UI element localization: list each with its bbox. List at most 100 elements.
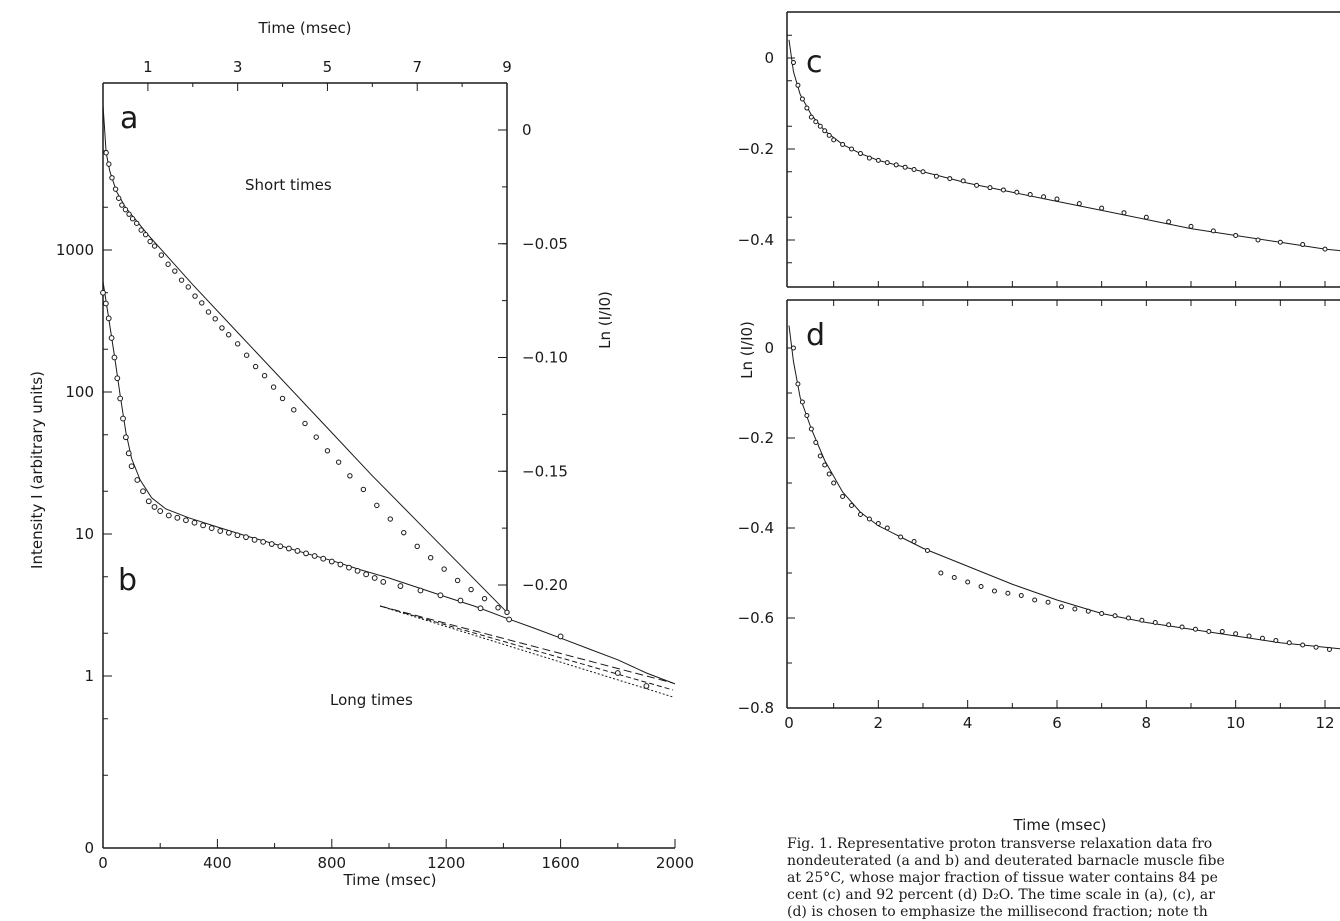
series-d-point xyxy=(808,426,814,432)
series-d-point xyxy=(1085,608,1091,614)
ab-left-tick-label: 1000 xyxy=(56,241,94,259)
series-a-point xyxy=(335,459,342,465)
series-d-point xyxy=(1058,604,1064,610)
series-a-point xyxy=(142,231,149,238)
c-y-tick-label: −0.4 xyxy=(738,231,774,249)
series-d-point xyxy=(1166,622,1172,628)
d-x-tick-label: 4 xyxy=(963,714,973,732)
series-a-point xyxy=(387,516,393,522)
series-b-point xyxy=(108,335,115,341)
series-b-point xyxy=(417,587,424,594)
ab-bottom-xlabel: Time (msec) xyxy=(342,871,436,887)
series-c-point xyxy=(974,182,980,188)
series-a-point xyxy=(261,373,268,379)
series-c-point xyxy=(817,123,823,129)
series-c-point xyxy=(1277,239,1283,245)
series-d-point xyxy=(924,548,930,553)
ab-left-tick-label: 0 xyxy=(84,839,94,857)
d-y-tick-label: −0.2 xyxy=(738,429,774,447)
series-b-point xyxy=(614,670,621,676)
series-b-point xyxy=(251,536,258,543)
ab-left-tick-label: 1 xyxy=(84,667,94,685)
panel-label-c: c xyxy=(806,45,823,80)
series-a-point xyxy=(112,186,119,192)
series-d-point xyxy=(1326,647,1332,652)
series-a-point xyxy=(313,434,319,440)
d-x-tick-label: 2 xyxy=(874,714,884,732)
series-d-point xyxy=(857,512,863,517)
series-c-point xyxy=(857,151,863,157)
series-b-point xyxy=(174,514,181,521)
series-d-point xyxy=(1005,590,1011,596)
series-c-point xyxy=(1000,187,1006,193)
ab-bottom-tick-label: 400 xyxy=(203,854,232,872)
series-b-point xyxy=(105,315,112,322)
series-a-point xyxy=(427,555,434,561)
series-d-point xyxy=(799,399,805,405)
series-b-point xyxy=(114,375,121,382)
series-d-point xyxy=(1045,599,1051,605)
series-a-point xyxy=(129,216,136,222)
series-c-point xyxy=(804,105,810,111)
series-c-point xyxy=(1054,196,1060,202)
series-a-point xyxy=(138,227,144,233)
series-a-point xyxy=(106,161,112,167)
series-a-point xyxy=(205,309,212,315)
series-c-point xyxy=(1300,242,1306,248)
series-d-point xyxy=(822,462,828,468)
series-b-point xyxy=(363,571,370,578)
series-a-point xyxy=(495,605,501,611)
series-b-point xyxy=(234,532,241,539)
ab-right-tick-label: −0.20 xyxy=(522,576,568,594)
d-x-tick-label: 0 xyxy=(784,714,794,732)
ab-bottom-tick-label: 0 xyxy=(98,854,108,872)
series-d-point xyxy=(1206,629,1212,634)
series-b-point xyxy=(643,683,650,689)
series-d-point xyxy=(1018,593,1024,598)
series-d-point xyxy=(1246,633,1252,639)
series-b-point xyxy=(151,504,158,510)
series-c-point xyxy=(813,119,819,125)
series-b-point xyxy=(134,477,141,483)
panel-label-b: b xyxy=(118,563,137,598)
series-b-point xyxy=(120,415,126,422)
series-d-point xyxy=(831,480,837,486)
panel-c: c 0 −0.2 −0.4 xyxy=(738,11,1340,288)
series-b-point xyxy=(371,575,378,581)
series-b-point xyxy=(320,555,327,562)
series-b-point xyxy=(286,545,292,552)
series-c-point xyxy=(831,137,837,143)
ab-bottom-tick-label: 1200 xyxy=(427,854,465,872)
series-d-point xyxy=(1259,635,1265,641)
series-a-point xyxy=(109,175,115,181)
series-c-point xyxy=(1099,205,1105,211)
series-b-point xyxy=(268,541,275,547)
series-a-point xyxy=(147,238,153,245)
series-b-point xyxy=(294,548,301,554)
ab-right-ylabel: Ln (I/I0) xyxy=(596,291,614,349)
d-x-tick-label: 8 xyxy=(1142,714,1152,732)
series-d-point xyxy=(840,494,846,499)
ab-right-tick-label: 0 xyxy=(522,121,532,139)
ab-right-tick-label: −0.15 xyxy=(522,462,568,480)
d-xlabel: Time (msec) xyxy=(1012,816,1106,834)
series-a-point xyxy=(219,325,225,331)
series-b-point xyxy=(380,578,387,585)
ab-right-tick-label: −0.05 xyxy=(522,235,568,253)
series-c-point xyxy=(960,178,966,184)
series-c-point xyxy=(799,96,805,102)
series-d-point xyxy=(1233,631,1239,637)
series-d-point xyxy=(1125,615,1131,621)
series-c-point xyxy=(1255,237,1261,243)
series-a-point xyxy=(126,211,132,217)
series-a-point xyxy=(116,195,122,201)
series-b-point xyxy=(328,558,335,565)
series-a-point xyxy=(243,352,250,358)
series-a-point xyxy=(133,220,140,226)
series-d-point xyxy=(817,453,823,459)
d-series xyxy=(788,325,1340,652)
series-a-point xyxy=(481,595,488,602)
series-c-point xyxy=(1076,201,1082,207)
series-a-point xyxy=(291,407,297,413)
series-d-point xyxy=(938,570,944,576)
